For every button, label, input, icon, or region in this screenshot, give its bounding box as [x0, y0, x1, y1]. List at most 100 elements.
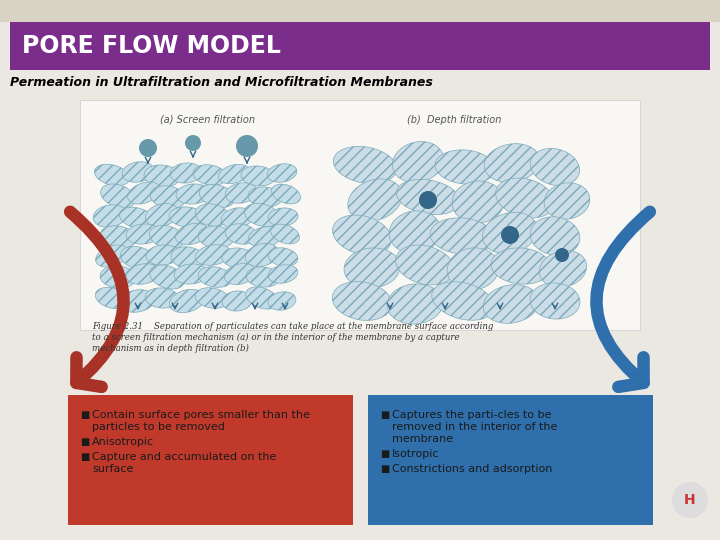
Ellipse shape [544, 183, 590, 219]
Text: Capture and accumulated on the: Capture and accumulated on the [92, 452, 276, 462]
Ellipse shape [218, 164, 250, 184]
Ellipse shape [435, 150, 495, 184]
Ellipse shape [122, 162, 154, 182]
Ellipse shape [195, 245, 231, 265]
Ellipse shape [195, 288, 229, 308]
FancyBboxPatch shape [80, 100, 640, 330]
Text: ■: ■ [80, 410, 89, 420]
Circle shape [419, 191, 437, 209]
Circle shape [185, 135, 201, 151]
Text: Isotropic: Isotropic [392, 449, 439, 459]
Ellipse shape [145, 288, 179, 308]
Ellipse shape [94, 164, 130, 186]
Ellipse shape [332, 281, 392, 320]
Text: ■: ■ [380, 410, 390, 420]
Ellipse shape [271, 224, 300, 244]
FancyBboxPatch shape [368, 395, 653, 525]
Ellipse shape [145, 204, 179, 226]
Ellipse shape [495, 178, 554, 218]
Text: (b)  Depth filtration: (b) Depth filtration [407, 115, 501, 125]
Text: Permeation in Ultrafiltration and Microfiltration Membranes: Permeation in Ultrafiltration and Microf… [10, 76, 433, 89]
Ellipse shape [531, 148, 580, 186]
Ellipse shape [482, 212, 538, 254]
Ellipse shape [149, 225, 184, 248]
Text: surface: surface [92, 464, 133, 474]
Ellipse shape [120, 207, 155, 229]
Ellipse shape [530, 217, 580, 255]
Ellipse shape [127, 182, 161, 204]
Ellipse shape [100, 226, 136, 248]
Text: mechanism as in depth filtration (b): mechanism as in depth filtration (b) [92, 344, 249, 353]
Ellipse shape [246, 267, 280, 287]
Ellipse shape [126, 224, 160, 244]
Ellipse shape [268, 248, 298, 266]
Circle shape [236, 135, 258, 157]
Ellipse shape [241, 166, 275, 186]
Ellipse shape [169, 289, 204, 313]
Ellipse shape [225, 224, 257, 244]
Ellipse shape [248, 187, 282, 207]
Circle shape [501, 226, 519, 244]
Text: ■: ■ [380, 464, 390, 474]
Ellipse shape [222, 248, 254, 268]
Ellipse shape [432, 282, 494, 320]
Ellipse shape [221, 208, 253, 228]
Ellipse shape [126, 264, 160, 284]
Text: ■: ■ [80, 437, 89, 447]
Ellipse shape [96, 245, 128, 267]
Ellipse shape [144, 165, 180, 187]
Text: Captures the parti-cles to be: Captures the parti-cles to be [392, 410, 552, 420]
Ellipse shape [333, 215, 392, 255]
Text: Anisotropic: Anisotropic [92, 437, 154, 447]
FancyBboxPatch shape [68, 395, 353, 525]
Text: Figure 2.31    Separation of particulates can take place at the membrane surface: Figure 2.31 Separation of particulates c… [92, 322, 493, 331]
Text: removed in the interior of the: removed in the interior of the [392, 422, 557, 432]
FancyBboxPatch shape [0, 0, 720, 22]
Ellipse shape [170, 163, 202, 183]
Ellipse shape [447, 248, 499, 290]
Ellipse shape [101, 184, 135, 208]
Ellipse shape [389, 211, 441, 253]
Ellipse shape [176, 184, 210, 204]
Ellipse shape [530, 283, 580, 319]
Ellipse shape [348, 179, 402, 221]
Ellipse shape [491, 248, 551, 284]
Ellipse shape [246, 287, 279, 309]
Ellipse shape [387, 284, 443, 324]
Ellipse shape [198, 226, 234, 248]
Ellipse shape [268, 208, 298, 226]
FancyBboxPatch shape [10, 22, 710, 70]
Ellipse shape [150, 186, 186, 208]
Ellipse shape [146, 245, 180, 265]
Ellipse shape [430, 218, 494, 254]
Ellipse shape [271, 184, 300, 204]
Text: ■: ■ [380, 449, 390, 459]
Text: PORE FLOW MODEL: PORE FLOW MODEL [22, 34, 281, 58]
Ellipse shape [268, 265, 298, 284]
Ellipse shape [93, 205, 127, 227]
Ellipse shape [120, 246, 156, 269]
Ellipse shape [344, 248, 400, 288]
Circle shape [672, 482, 708, 518]
Ellipse shape [452, 181, 504, 223]
Text: particles to be removed: particles to be removed [92, 422, 225, 432]
Text: to a screen filtration mechanism (a) or in the interior of the membrane by a cap: to a screen filtration mechanism (a) or … [92, 333, 459, 342]
Ellipse shape [333, 146, 397, 184]
Ellipse shape [198, 267, 232, 287]
Ellipse shape [222, 291, 252, 311]
Ellipse shape [267, 164, 297, 182]
Ellipse shape [483, 285, 539, 323]
Text: membrane: membrane [392, 434, 453, 444]
Ellipse shape [539, 251, 587, 287]
Ellipse shape [95, 287, 129, 309]
Text: Contain surface pores smaller than the: Contain surface pores smaller than the [92, 410, 310, 420]
Ellipse shape [485, 144, 540, 183]
Text: H: H [684, 493, 696, 507]
Ellipse shape [150, 265, 184, 289]
Text: (a) Screen filtration: (a) Screen filtration [160, 115, 254, 125]
Ellipse shape [395, 245, 454, 285]
Ellipse shape [195, 204, 229, 226]
Ellipse shape [169, 207, 205, 227]
Ellipse shape [199, 184, 235, 207]
Ellipse shape [246, 244, 279, 267]
